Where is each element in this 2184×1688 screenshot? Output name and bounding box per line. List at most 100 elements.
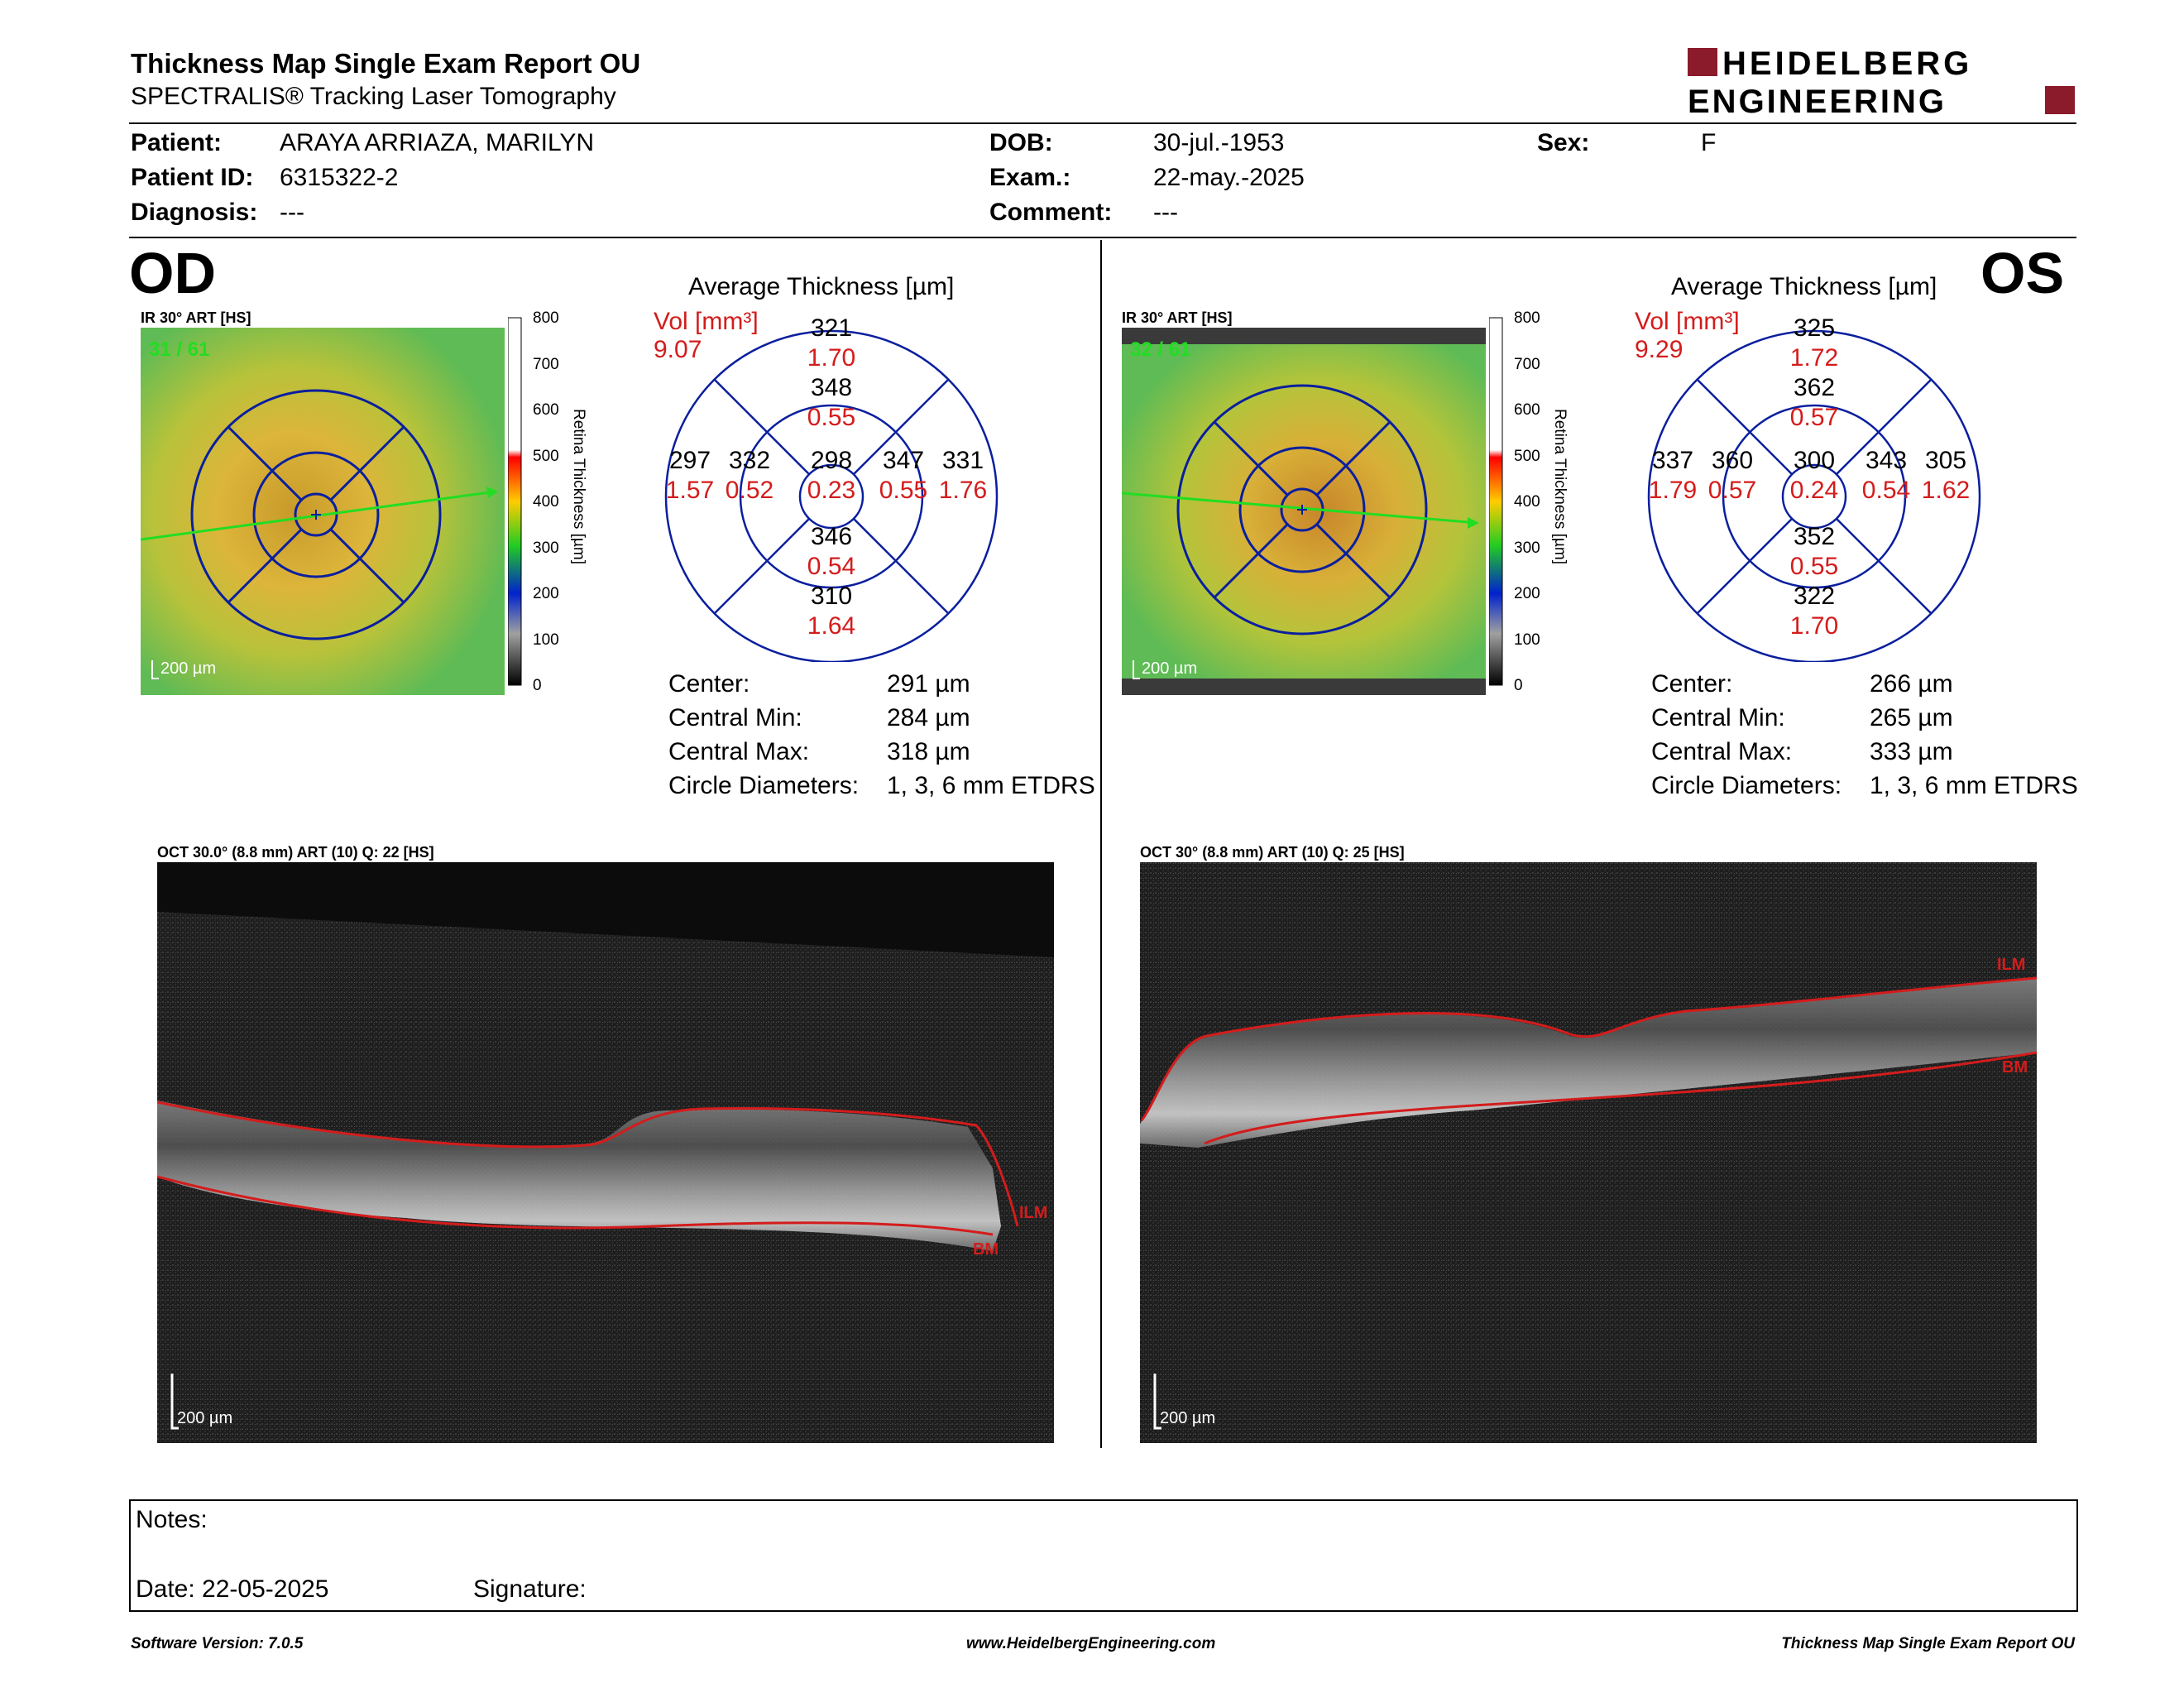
os-oct-scan: ILM BM 200 µm (1140, 862, 2037, 1443)
scale-tick-300: 300 (1514, 539, 1540, 557)
od-inner-inf-volume: 0.54 (807, 553, 855, 580)
scale-tick-0: 0 (1514, 677, 1523, 694)
os-ir-label: IR 30° ART [HS] (1122, 309, 1233, 326)
od-max-label: Central Max: (668, 738, 810, 765)
od-oct-scale-label: 200 µm (177, 1409, 232, 1427)
os-min-value: 265 µm (1870, 704, 1953, 731)
exam-value: 22-may.-2025 (1153, 164, 1305, 191)
eye-separator (1100, 240, 1102, 1448)
sex-label: Sex: (1537, 129, 1590, 156)
od-diam-value: 1, 3, 6 mm ETDRS (887, 772, 1095, 799)
od-fundus-map: 31 / 61 200 µm (141, 328, 505, 695)
od-inner-circle (252, 451, 380, 578)
od-center-value: 291 µm (887, 670, 970, 698)
od-inner-inf-thickness: 346 (811, 523, 852, 550)
scale-tick-400: 400 (1514, 493, 1540, 511)
scale-tick-200: 200 (533, 585, 559, 602)
os-center-label: Center: (1651, 670, 1733, 698)
footer-report-name: Thickness Map Single Exam Report OU (1781, 1635, 2075, 1652)
os-scale-axis-label: Retina Thickness [µm] (1551, 409, 1569, 564)
od-outer-circle (190, 389, 442, 640)
patient-divider (129, 237, 2076, 238)
footer-software-version: Software Version: 7.0.5 (131, 1635, 304, 1652)
os-diam-label: Circle Diameters: (1651, 772, 1842, 799)
header-divider (129, 122, 2076, 124)
os-inner-left-thickness: 360 (1712, 447, 1753, 474)
os-ilm-label: ILM (1997, 956, 2025, 974)
od-bm-line (157, 1175, 994, 1236)
od-center-thickness: 298 (811, 447, 852, 474)
od-center-circle (294, 492, 338, 537)
scale-tick-500: 500 (1514, 448, 1540, 465)
notes-date: Date: 22-05-2025 (136, 1575, 329, 1603)
os-outer-inf-thickness: 322 (1794, 583, 1835, 610)
scale-tick-700: 700 (533, 356, 559, 373)
od-outer-sup-thickness: 321 (811, 314, 852, 342)
od-center-label: Center: (668, 670, 750, 698)
od-inner-sup-volume: 0.55 (807, 404, 855, 431)
patient-id-label: Patient ID: (131, 164, 254, 191)
notes-label: Notes: (136, 1506, 208, 1533)
sex-value: F (1701, 129, 1717, 156)
od-outer-sup-volume: 1.70 (807, 344, 855, 372)
notes-box[interactable]: Notes: Date: 22-05-2025 Signature: (129, 1499, 2078, 1612)
dob-value: 30-jul.-1953 (1153, 129, 1285, 156)
scale-tick-600: 600 (533, 401, 559, 419)
od-eye-label: OD (129, 241, 216, 305)
os-oct-scale-label: 200 µm (1160, 1409, 1215, 1427)
od-thickness-overlay (141, 328, 505, 695)
os-scan-line (1122, 492, 1478, 525)
od-outer-left-thickness: 297 (669, 447, 711, 474)
os-frame-counter: 32 / 61 (1130, 338, 1190, 361)
scale-tick-100: 100 (1514, 631, 1540, 649)
heidelberg-logo: HEIDELBERG ENGINEERING (1688, 46, 2075, 117)
logo-square-top (1688, 48, 1717, 76)
os-fundus-map: 32 / 61 200 µm (1122, 328, 1486, 695)
od-min-value: 284 µm (887, 704, 970, 731)
od-inner-right-volume: 0.55 (879, 477, 927, 504)
od-max-value: 318 µm (887, 738, 970, 765)
os-center-thickness: 300 (1794, 447, 1835, 474)
os-inner-inf-volume: 0.55 (1790, 553, 1838, 580)
os-diam-value: 1, 3, 6 mm ETDRS (1870, 772, 2078, 799)
os-vol-label: Vol [mm³] (1635, 308, 1740, 335)
os-outer-left-volume: 1.79 (1649, 477, 1697, 504)
os-ilm-line (1140, 976, 2037, 1121)
footer-website[interactable]: www.HeidelbergEngineering.com (966, 1635, 1216, 1652)
scale-tick-800: 800 (533, 309, 559, 327)
od-color-scale: 800 700 600 500 400 300 200 100 0 Retina… (508, 309, 587, 694)
od-oct-label: OCT 30.0° (8.8 mm) ART (10) Q: 22 [HS] (157, 844, 434, 861)
od-outer-right-volume: 1.76 (939, 477, 987, 504)
os-etdrs-grid: 325 1.72 362 0.57 300 0.24 337 1.79 360 … (1647, 314, 1981, 662)
exam-label: Exam.: (989, 164, 1071, 191)
od-ir-label: IR 30° ART [HS] (141, 309, 251, 326)
od-vol-value: 9.07 (654, 336, 702, 363)
os-color-scale: 800 700 600 500 400 300 200 100 0 Retina… (1489, 309, 1569, 694)
od-scale-axis-label: Retina Thickness [µm] (570, 409, 587, 564)
os-outer-left-thickness: 337 (1652, 447, 1693, 474)
os-bm-line (1204, 1051, 2037, 1145)
os-inner-inf-thickness: 352 (1794, 523, 1835, 550)
od-inner-right-thickness: 347 (883, 447, 924, 474)
od-center-volume: 0.23 (807, 477, 855, 504)
diagnosis-value: --- (280, 199, 304, 226)
os-min-label: Central Min: (1651, 704, 1785, 731)
os-inner-right-volume: 0.54 (1862, 477, 1910, 504)
od-oct-scan: ILM BM 200 µm (157, 862, 1054, 1443)
od-inner-left-thickness: 332 (729, 447, 770, 474)
report-title: Thickness Map Single Exam Report OU (131, 48, 641, 79)
od-frame-counter: 31 / 61 (149, 338, 209, 361)
scale-tick-800: 800 (1514, 309, 1540, 327)
od-avg-title: Average Thickness [µm] (688, 273, 955, 300)
logo-line2: ENGINEERING (1688, 84, 1947, 117)
od-inner-sup-thickness: 348 (811, 374, 852, 401)
dob-label: DOB: (989, 129, 1053, 156)
os-inner-circle (1238, 446, 1366, 573)
od-outer-inf-volume: 1.64 (807, 612, 855, 640)
os-outer-circle (1176, 384, 1428, 635)
od-min-label: Central Min: (668, 704, 802, 731)
os-inner-sup-volume: 0.57 (1790, 404, 1838, 431)
scale-tick-400: 400 (533, 493, 559, 511)
scale-tick-600: 600 (1514, 401, 1540, 419)
comment-value: --- (1153, 199, 1178, 226)
